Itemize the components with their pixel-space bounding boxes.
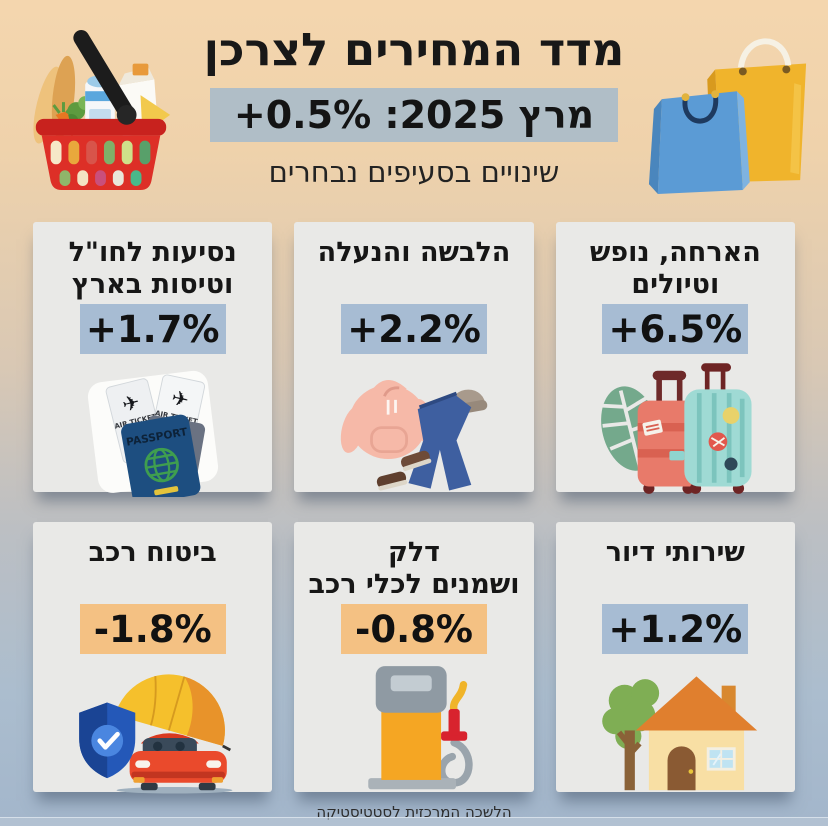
card-title-line: הארחה, נופש — [589, 237, 761, 268]
index-value: +0.5% — [233, 92, 372, 137]
clothes-icon — [340, 380, 488, 491]
header-center: מדד המחירים לצרכן מרץ 2025: +0.5% שינויי… — [188, 23, 640, 189]
value-badge: +2.2% — [341, 304, 488, 354]
category-cards-grid: הארחה, נופש וטיולים +6.5% — [0, 222, 828, 794]
card-title-line: ושמנים לכלי רכב — [308, 569, 520, 601]
card-title: הארחה, נופש וטיולים — [556, 237, 795, 304]
plane-glyph: ✈ — [119, 389, 141, 416]
plane-glyph: ✈ — [169, 385, 191, 412]
suitcases-icon — [556, 358, 795, 494]
bottom-strip — [0, 817, 828, 826]
car-shield-umbrella-icon — [78, 674, 233, 794]
value-text: +2.2% — [347, 307, 481, 351]
card-clothing-footwear: הלבשה והנעלה +2.2% — [294, 222, 534, 492]
suitcases-icon — [599, 363, 752, 494]
card-title-line: ביטוח רכב — [88, 537, 217, 568]
card-title: ביטוח רכב — [33, 537, 272, 604]
card-title: שירותי דיור — [556, 537, 795, 604]
card-housing-services: שירותי דיור +1.2% — [555, 522, 795, 792]
passport-tickets-icon: ✈ AIR TICKET ✈ AIR TICKET PASSPORT — [33, 358, 272, 497]
car-shield-umbrella-icon — [33, 658, 272, 794]
value-text: +6.5% — [608, 307, 743, 351]
header: מדד המחירים לצרכן מרץ 2025: +0.5% שינויי… — [0, 0, 828, 204]
passport-tickets-icon: ✈ AIR TICKET ✈ AIR TICKET PASSPORT — [87, 370, 218, 497]
value-text: -0.8% — [355, 607, 474, 651]
value-badge: +1.7% — [79, 304, 226, 354]
value-text: -1.8% — [93, 607, 212, 651]
card-title: נסיעות לחו"ל וטיסות בארץ — [33, 237, 272, 304]
house-icon — [556, 658, 795, 791]
card-car-insurance: ביטוח רכב -1.8% — [33, 522, 273, 794]
card-title: דלק ושמנים לכלי רכב — [294, 537, 533, 604]
index-value-badge: מרץ 2025: +0.5% — [209, 87, 619, 142]
card-title: הלבשה והנעלה — [294, 237, 533, 304]
value-text: +1.7% — [85, 307, 220, 351]
value-badge: -0.8% — [341, 604, 488, 654]
card-title-line: שירותי דיור — [605, 537, 745, 568]
card-title-line: וטיולים — [631, 269, 720, 301]
fuel-pump-icon — [294, 658, 533, 790]
page-subtitle: שינויים בסעיפים נבחרים — [268, 154, 560, 189]
index-period: מרץ 2025: — [384, 92, 595, 137]
shopping-bags-icon — [646, 24, 814, 198]
grocery-basket-icon — [22, 24, 180, 198]
card-title-line: הלבשה והנעלה — [317, 237, 511, 268]
fuel-pump-icon — [368, 666, 473, 790]
value-text: +1.2% — [608, 607, 743, 651]
page-title: מדד המחירים לצרכן — [203, 23, 625, 76]
clothes-icon — [294, 358, 533, 491]
card-hospitality-vacation-trips: הארחה, נופש וטיולים +6.5% — [555, 222, 795, 494]
value-badge: +1.2% — [602, 604, 749, 654]
card-title-line: דלק — [387, 537, 441, 568]
source-credit: הלשכה המרכזית לסטטיסטיקה — [316, 803, 512, 821]
value-badge: +6.5% — [602, 304, 749, 354]
shopping-bags-icon — [648, 38, 807, 194]
house-icon — [602, 676, 758, 791]
value-badge: -1.8% — [79, 604, 226, 654]
card-travel-abroad-domestic-flights: נסיעות לחו"ל וטיסות בארץ +1.7% ✈ AIR TIC… — [33, 222, 273, 497]
grocery-basket-icon — [33, 30, 171, 190]
card-fuel-oils-vehicles: דלק ושמנים לכלי רכב -0.8% — [294, 522, 534, 792]
card-title-line: וטיסות בארץ — [72, 269, 234, 301]
card-title-line: נסיעות לחו"ל — [68, 237, 237, 268]
